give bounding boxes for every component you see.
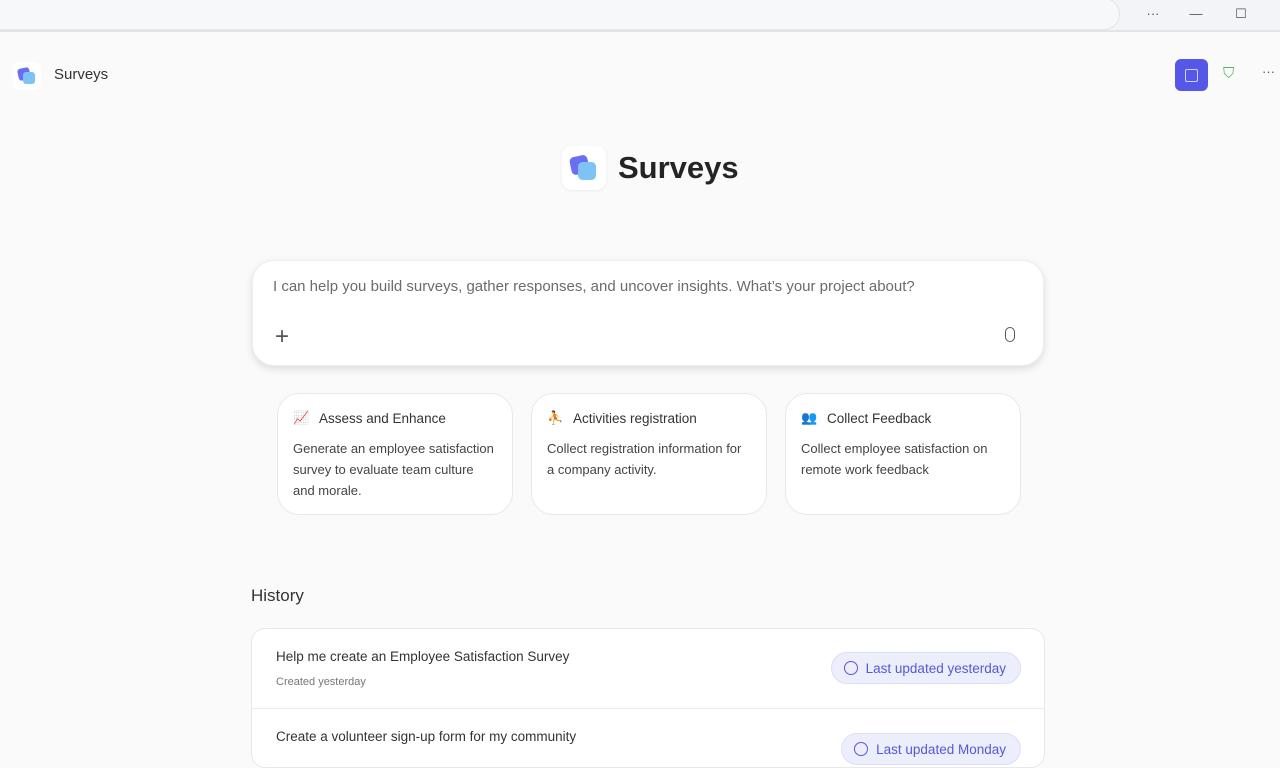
add-attachment-button[interactable]: + <box>275 323 290 350</box>
shield-icon[interactable]: ⛉ <box>1223 65 1235 82</box>
card-title: Activities registration <box>573 410 697 426</box>
maximize-button[interactable]: ☐ <box>1235 6 1247 21</box>
clock-icon <box>843 661 858 675</box>
clock-icon <box>854 742 869 756</box>
address-bar[interactable] <box>0 0 1120 30</box>
more-icon[interactable]: ··· <box>1146 6 1160 21</box>
chart-trend-icon: 📈 <box>293 410 310 425</box>
history-item-title: Create a volunteer sign-up form for my c… <box>276 729 577 744</box>
minimize-button[interactable]: — <box>1189 6 1203 21</box>
history-item-created: Created yesterday <box>276 676 366 688</box>
app-logo <box>13 62 41 90</box>
page-title: Surveys <box>618 150 739 185</box>
suggestion-card-activities[interactable]: ⛹ Activities registration Collect registr… <box>531 393 767 515</box>
more-options-icon[interactable]: ··· <box>1262 64 1275 79</box>
card-description: Collect registration information for a c… <box>547 441 742 477</box>
suggestion-card-assess[interactable]: 📈 Assess and Enhance Generate an employee… <box>277 393 513 515</box>
history-item-title: Help me create an Employee Satisfaction … <box>276 649 570 664</box>
hero: Surveys <box>562 146 739 190</box>
badge-label: Last updated Monday <box>876 741 1006 757</box>
title-bar: ··· — ☐ <box>0 0 1280 32</box>
prompt-input[interactable]: I can help you build surveys, gather res… <box>252 260 1044 366</box>
history-item[interactable]: Help me create an Employee Satisfaction … <box>252 629 1044 709</box>
suggestion-card-feedback[interactable]: 👥 Collect Feedback Collect employee satis… <box>785 393 1021 515</box>
card-description: Generate an employee satisfaction survey… <box>293 441 494 498</box>
last-updated-badge: Last updated yesterday <box>830 652 1021 684</box>
person-activity-icon: ⛹ <box>547 410 564 425</box>
last-updated-badge: Last updated Monday <box>841 733 1021 765</box>
edit-icon <box>1185 68 1198 82</box>
card-title: Assess and Enhance <box>319 410 446 426</box>
surveys-logo <box>562 146 606 190</box>
history-list: Help me create an Employee Satisfaction … <box>251 628 1045 768</box>
badge-label: Last updated yesterday <box>865 660 1006 676</box>
people-feedback-icon: 👥 <box>801 410 818 425</box>
app-title: Surveys <box>54 66 109 83</box>
history-item[interactable]: Create a volunteer sign-up form for my c… <box>252 709 1044 767</box>
prompt-placeholder: I can help you build surveys, gather res… <box>273 278 915 295</box>
microphone-icon[interactable] <box>1005 327 1015 342</box>
history-heading: History <box>251 586 304 605</box>
card-description: Collect employee satisfaction on remote … <box>801 441 988 477</box>
new-chat-button[interactable] <box>1175 59 1208 91</box>
card-title: Collect Feedback <box>827 410 932 426</box>
